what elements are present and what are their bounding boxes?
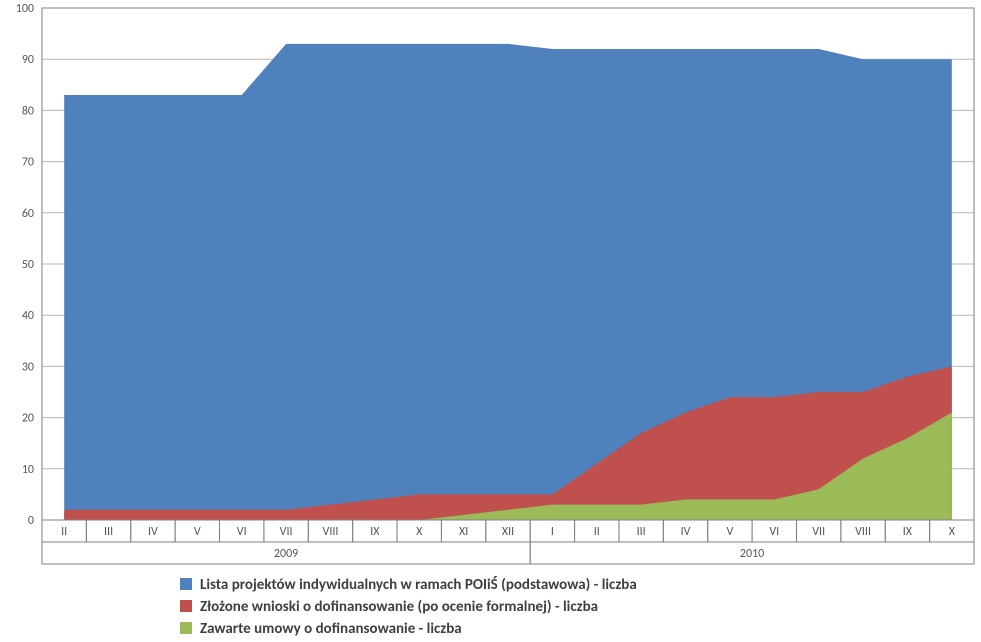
y-tick-label: 0 [28, 514, 34, 528]
x-tick-label: II [61, 525, 67, 539]
x-tick-label: X [416, 525, 423, 539]
x-tick-label: VI [769, 525, 779, 539]
legend-label: Zawarte umowy o dofinansowanie - liczba [200, 620, 462, 638]
x-tick-label: VII [280, 525, 293, 539]
x-tick-label: IX [903, 525, 913, 539]
y-tick-label: 70 [22, 156, 34, 170]
legend-marker [180, 578, 192, 590]
legend-marker [180, 600, 192, 612]
y-tick-label: 80 [22, 104, 34, 118]
x-tick-label: II [594, 525, 600, 539]
y-tick-label: 40 [22, 309, 34, 323]
x-tick-label: I [551, 525, 554, 539]
x-tick-label: V [194, 525, 201, 539]
x-tick-label: VIII [323, 525, 339, 539]
x-group-label: 2009 [274, 547, 298, 561]
x-tick-label: IV [148, 525, 158, 539]
x-tick-label: XII [502, 525, 514, 539]
legend-marker [180, 622, 192, 634]
x-tick-label: III [637, 525, 646, 539]
legend-label: Lista projektów indywidualnych w ramach … [200, 575, 637, 594]
y-tick-label: 20 [22, 412, 34, 426]
x-tick-label: IX [370, 525, 380, 539]
x-tick-label: VI [237, 525, 247, 539]
y-tick-label: 90 [22, 53, 34, 67]
x-tick-label: VIII [855, 525, 871, 539]
x-tick-label: X [949, 525, 956, 539]
x-group-label: 2010 [740, 547, 764, 561]
x-tick-label: III [104, 525, 113, 539]
x-tick-label: VII [812, 525, 825, 539]
y-tick-label: 60 [22, 207, 34, 221]
y-tick-label: 10 [22, 463, 34, 477]
x-tick-label: IV [681, 525, 691, 539]
area-chart: 0102030405060708090100IIIIIIVVVIVIIVIIII… [0, 0, 981, 642]
y-tick-label: 100 [16, 2, 34, 16]
legend-label: Złożone wnioski o dofinansowanie (po oce… [200, 598, 598, 616]
y-tick-label: 30 [22, 360, 34, 374]
y-tick-label: 50 [22, 258, 34, 272]
x-tick-label: XI [459, 525, 468, 539]
x-tick-label: V [726, 525, 733, 539]
